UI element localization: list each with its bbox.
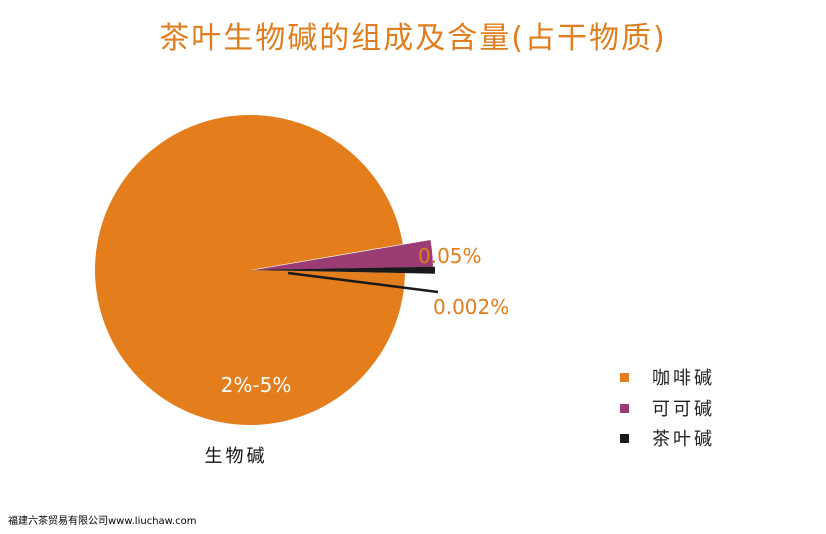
- footer-watermark: 福建六茶贸易有限公司www.liuchaw.com: [8, 514, 196, 527]
- theophylline-leader-line: [287, 271, 439, 294]
- pie-slice-theophylline: [250, 266, 435, 274]
- legend: 咖啡碱 可可碱 茶叶碱: [620, 368, 715, 450]
- pie-chart: [94, 114, 435, 425]
- legend-label-caffeine: 咖啡碱: [652, 368, 715, 389]
- slice-label-theobromine: 0.05%: [418, 244, 482, 268]
- legend-swatch-theophylline: [620, 434, 629, 443]
- slice-label-caffeine: 2%-5%: [221, 373, 292, 397]
- legend-swatch-theobromine: [620, 404, 629, 413]
- legend-label-theophylline: 茶叶碱: [652, 429, 715, 450]
- pie-slice-theobromine: [254, 239, 433, 270]
- pie-slice-caffeine: [94, 114, 405, 425]
- x-axis-label: 生物碱: [205, 446, 268, 467]
- slice-label-theophylline: 0.002%: [433, 295, 509, 319]
- legend-label-theobromine: 可可碱: [652, 399, 715, 420]
- legend-swatch-caffeine: [620, 373, 629, 382]
- chart-title: 茶叶生物碱的组成及含量(占干物质): [159, 21, 666, 56]
